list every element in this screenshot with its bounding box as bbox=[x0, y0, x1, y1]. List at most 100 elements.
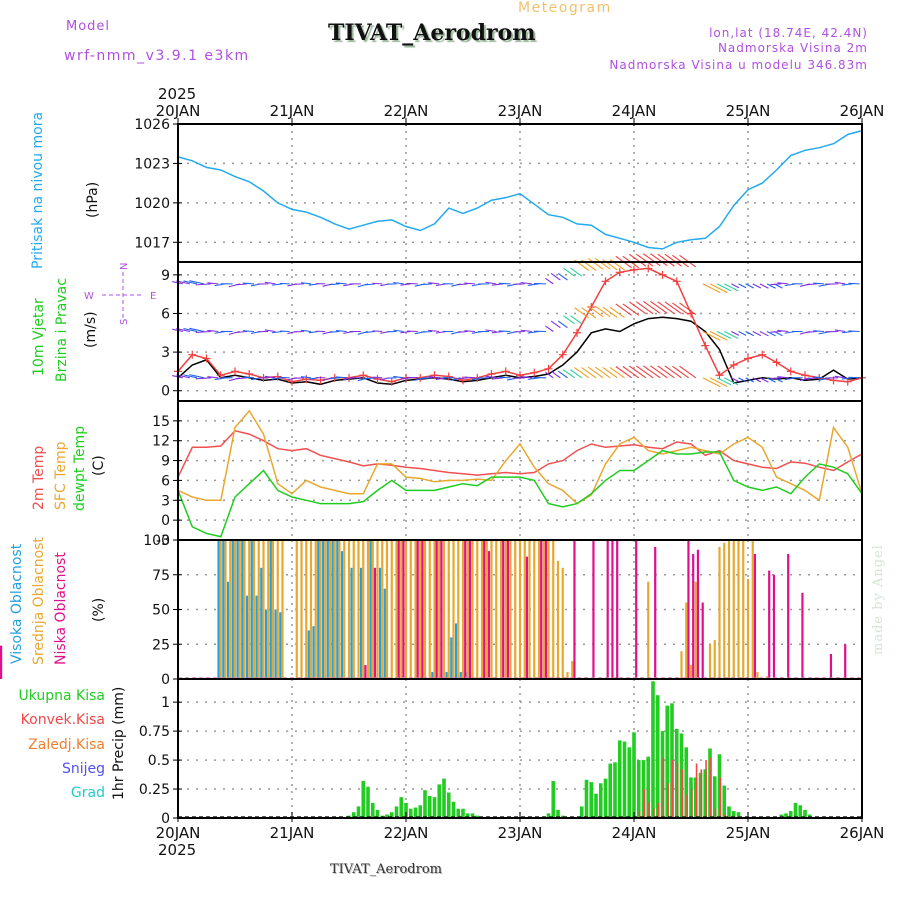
wind-arrow bbox=[594, 305, 611, 318]
bar-ukupna-kisa bbox=[793, 802, 798, 818]
bar-srednja-oblacnost bbox=[442, 540, 446, 679]
bar-niska-oblacnost bbox=[772, 574, 776, 679]
bar-srednja-oblacnost bbox=[438, 540, 441, 679]
bar-srednja-oblacnost bbox=[276, 540, 279, 679]
wind-arrow bbox=[770, 377, 782, 380]
wind-arrow bbox=[557, 320, 568, 329]
location-coords: lon,lat (18.74E, 42.4N) bbox=[709, 26, 868, 40]
wind-arrow bbox=[777, 329, 789, 333]
wind-arrow bbox=[235, 377, 247, 380]
bar-konvek-kisa bbox=[686, 794, 688, 818]
bar-visoka-oblacnost bbox=[459, 672, 462, 679]
bar-srednja-oblacnost bbox=[514, 540, 517, 679]
bar-konvek-kisa bbox=[676, 762, 679, 818]
wind-arrow bbox=[766, 377, 776, 383]
bar-visoka-oblacnost bbox=[222, 540, 225, 679]
wind-arrow bbox=[235, 330, 247, 334]
bar-ukupna-kisa bbox=[560, 815, 565, 818]
bottom-x-tick-label: 23JAN bbox=[498, 824, 543, 842]
bar-srednja-oblacnost bbox=[385, 540, 389, 679]
bar-srednja-oblacnost bbox=[556, 560, 560, 679]
wind-arrow bbox=[806, 377, 817, 380]
compass-rose-icon: N S W E bbox=[84, 263, 156, 325]
bar-niska-oblacnost bbox=[801, 592, 804, 679]
wind-arrow bbox=[393, 329, 404, 333]
wind-arrow bbox=[731, 331, 740, 336]
bar-srednja-oblacnost bbox=[423, 540, 427, 679]
wind-arrow bbox=[834, 329, 846, 333]
bar-srednja-oblacnost bbox=[233, 540, 237, 679]
temp-unit: (C) bbox=[91, 455, 107, 476]
gust-marker bbox=[715, 371, 724, 380]
wind-arrow bbox=[752, 377, 762, 383]
bar-konvek-kisa bbox=[672, 760, 674, 818]
bar-srednja-oblacnost bbox=[461, 540, 465, 679]
bar-ukupna-kisa bbox=[475, 815, 480, 818]
bar-ukupna-kisa bbox=[389, 812, 394, 818]
bar-ukupna-kisa bbox=[594, 793, 598, 818]
wind-arrow bbox=[770, 330, 782, 333]
bar-srednja-oblacnost bbox=[219, 540, 222, 679]
precipitation-y-tick-label: 0.5 bbox=[148, 753, 170, 769]
bar-srednja-oblacnost bbox=[347, 540, 351, 679]
bottom-x-tick-label: 26JAN bbox=[840, 824, 885, 842]
compass-w: W bbox=[84, 291, 94, 302]
wind-arrow bbox=[550, 272, 561, 281]
bar-visoka-oblacnost bbox=[312, 626, 315, 679]
bar-ukupna-kisa bbox=[722, 785, 727, 818]
bar-niska-oblacnost bbox=[416, 540, 419, 679]
bar-srednja-oblacnost bbox=[727, 540, 731, 679]
bar-konvek-kisa bbox=[695, 763, 698, 818]
temperature-panel-frame bbox=[177, 400, 863, 541]
bar-srednja-oblacnost bbox=[404, 540, 408, 679]
wind-arrow bbox=[195, 377, 212, 380]
bar-srednja-oblacnost bbox=[509, 540, 512, 679]
wind-arrow bbox=[594, 258, 611, 270]
compass-e: E bbox=[150, 291, 156, 302]
wind-arrow bbox=[745, 283, 754, 289]
bar-visoka-oblacnost bbox=[264, 609, 268, 679]
precipitation-panel-frame bbox=[177, 678, 863, 819]
top-x-tick-label: 26JAN bbox=[840, 102, 885, 120]
wind-arrow bbox=[570, 315, 583, 325]
bar-ukupna-kisa bbox=[451, 801, 456, 818]
bar-visoka-oblacnost bbox=[359, 567, 363, 679]
wind-arrow bbox=[365, 330, 376, 334]
top-x-tick-label: 24JAN bbox=[612, 102, 657, 120]
bar-ukupna-kisa bbox=[655, 695, 660, 818]
bottom-year-label: 2025 bbox=[158, 841, 196, 859]
bar-visoka-oblacnost bbox=[217, 540, 220, 679]
model-label: Model bbox=[66, 19, 111, 34]
wind-arrow bbox=[848, 282, 860, 285]
wind-arrow bbox=[420, 283, 433, 286]
gust-marker bbox=[444, 372, 453, 381]
wind-arrow bbox=[628, 301, 647, 315]
station-title: TIVAT_Aerodrom bbox=[328, 20, 536, 46]
wind-arrow bbox=[636, 365, 654, 379]
wind-arrow bbox=[834, 281, 846, 285]
wind-arrow bbox=[759, 283, 769, 289]
bar-ukupna-kisa bbox=[351, 812, 356, 818]
bar-niska-oblacnost bbox=[753, 553, 757, 679]
bar-srednja-oblacnost bbox=[295, 540, 298, 679]
bar-konvek-kisa bbox=[705, 760, 707, 818]
bar-ukupna-kisa bbox=[598, 783, 603, 818]
wind-y-tick-label: 0 bbox=[161, 384, 170, 400]
bar-srednja-oblacnost bbox=[267, 540, 270, 679]
temperature-y-tick-label: 0 bbox=[161, 513, 170, 529]
bar-srednja-oblacnost bbox=[281, 540, 284, 679]
bar-konvek-kisa bbox=[638, 811, 641, 818]
bar-srednja-oblacnost bbox=[371, 540, 374, 679]
bar-srednja-oblacnost bbox=[571, 660, 574, 679]
temperature-y-tick-label: 12 bbox=[152, 434, 170, 450]
bar-srednja-oblacnost bbox=[305, 540, 308, 679]
wind-arrow bbox=[264, 281, 276, 285]
bar-niska-oblacnost bbox=[696, 549, 700, 679]
bar-niska-oblacnost bbox=[611, 540, 614, 679]
gust-marker bbox=[530, 368, 539, 377]
bottom-x-tick-label: 22JAN bbox=[384, 824, 429, 842]
wind-arrow bbox=[848, 376, 860, 379]
bar-ukupna-kisa bbox=[784, 813, 788, 818]
wind-arrow bbox=[664, 253, 682, 267]
bar-ukupna-kisa bbox=[589, 782, 594, 818]
